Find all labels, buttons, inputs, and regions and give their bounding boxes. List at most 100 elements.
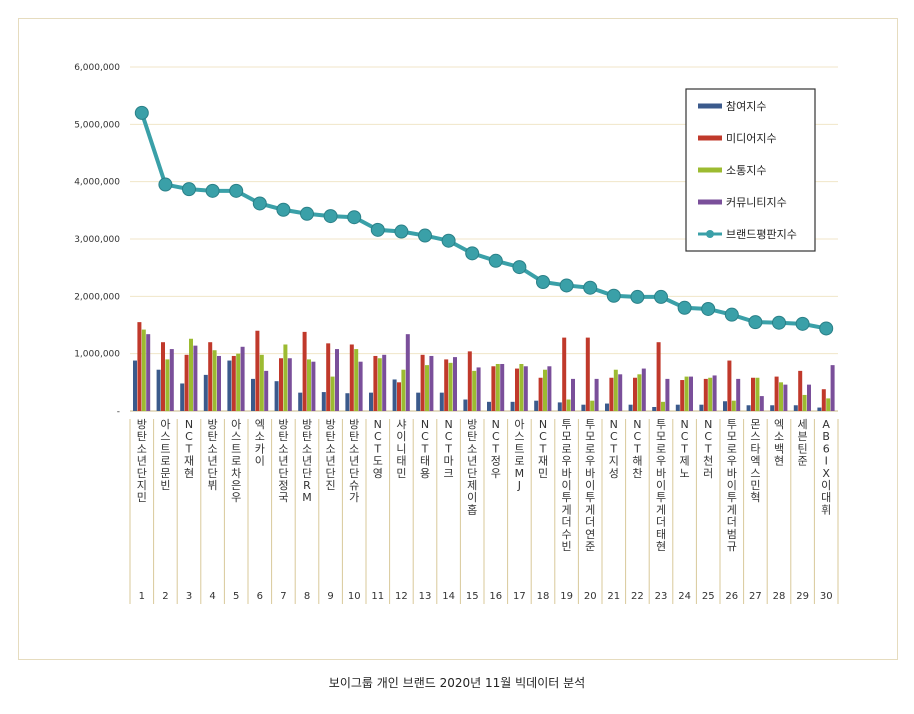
rank-label: 3 <box>186 591 192 602</box>
bar <box>618 374 623 411</box>
bar <box>448 362 453 411</box>
bar <box>538 377 543 411</box>
bar <box>523 366 528 411</box>
legend-swatch <box>698 135 722 141</box>
bar <box>137 322 142 411</box>
bar <box>425 365 429 411</box>
bar <box>165 359 170 411</box>
rank-label: 9 <box>327 591 333 602</box>
bar <box>534 400 539 411</box>
brand-index-point <box>677 300 692 315</box>
bar <box>817 407 822 411</box>
y-tick-label: 6,000,000 <box>74 63 120 73</box>
brand-index-point <box>347 210 362 225</box>
bar <box>208 342 213 411</box>
bar <box>557 402 562 411</box>
bar <box>755 377 760 411</box>
bar <box>746 405 751 411</box>
brand-index-point <box>583 280 598 295</box>
bar <box>184 354 189 411</box>
bar <box>633 377 637 411</box>
y-tick-label: 3,000,000 <box>74 235 120 245</box>
bar <box>590 400 595 411</box>
bar <box>227 360 232 411</box>
bar <box>311 361 316 411</box>
bar <box>543 369 547 411</box>
bar <box>307 359 311 411</box>
legend-label: 참여지수 <box>726 100 766 113</box>
brand-index-point <box>300 206 314 221</box>
bar <box>495 363 500 411</box>
bar <box>264 370 269 411</box>
legend-swatch <box>698 167 722 173</box>
bar <box>774 376 779 411</box>
bar <box>217 355 221 411</box>
brand-index-point <box>182 182 196 197</box>
rank-label: 27 <box>749 591 762 602</box>
rank-label: 17 <box>513 591 526 602</box>
bar <box>652 406 657 411</box>
brand-index-point <box>418 228 432 243</box>
bar <box>420 354 425 411</box>
bar <box>405 334 410 411</box>
bar <box>712 375 717 411</box>
bar <box>708 377 713 411</box>
legend-marker-swatch <box>706 230 714 238</box>
bar <box>779 382 783 411</box>
y-tick-label: 1,000,000 <box>74 350 120 360</box>
bar <box>146 334 151 411</box>
brand-index-point <box>559 278 574 293</box>
bar <box>259 354 264 411</box>
bar <box>759 396 764 411</box>
bar <box>770 405 775 411</box>
bar <box>510 401 515 411</box>
bar <box>416 392 421 411</box>
rank-label: 15 <box>466 591 479 602</box>
bar <box>463 399 468 411</box>
bar <box>251 378 255 411</box>
bar <box>349 344 354 411</box>
bar <box>562 337 567 411</box>
bar <box>354 349 359 411</box>
bar <box>373 355 378 411</box>
rank-label: 24 <box>678 591 691 602</box>
bar <box>212 350 217 411</box>
legend-swatch <box>698 199 722 205</box>
bar <box>727 360 732 411</box>
bar <box>581 404 586 411</box>
rank-label: 26 <box>725 591 738 602</box>
bar <box>500 363 505 411</box>
brand-index-point <box>701 301 716 316</box>
bar <box>798 370 803 411</box>
bar <box>180 383 185 411</box>
rank-label: 16 <box>489 591 502 602</box>
bar <box>628 404 633 411</box>
y-tick-label: 4,000,000 <box>74 178 120 188</box>
brand-index-point <box>488 253 503 268</box>
bar <box>547 366 552 411</box>
bar <box>830 365 835 411</box>
brand-index-point <box>512 260 527 275</box>
bar <box>382 354 387 411</box>
bar <box>444 359 449 411</box>
bar <box>321 392 326 411</box>
rank-label: 19 <box>560 591 573 602</box>
bar <box>807 384 811 411</box>
brand-index-point <box>795 316 810 331</box>
bar <box>369 392 373 411</box>
